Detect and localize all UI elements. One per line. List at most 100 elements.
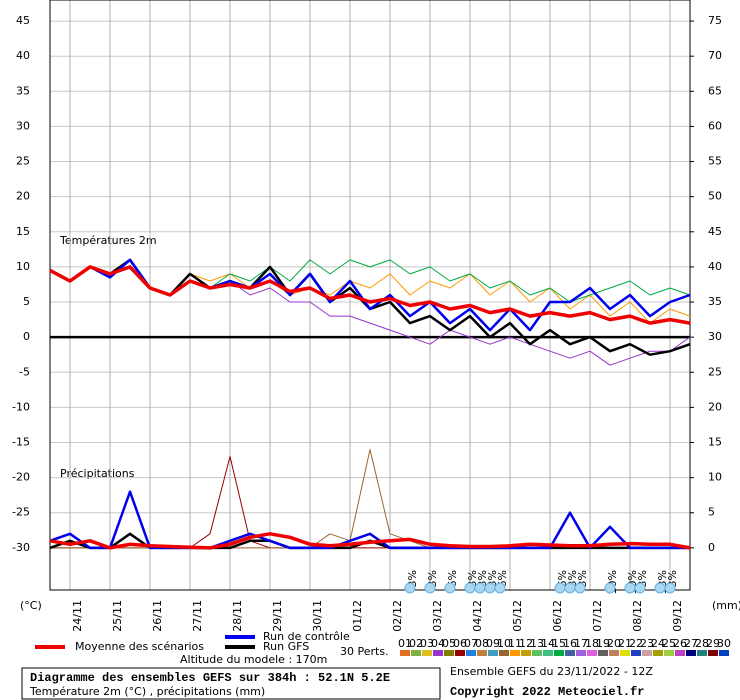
- snow-icon: [634, 582, 646, 594]
- perturbation-swatch: [554, 650, 564, 656]
- perturbation-label: 18: [585, 637, 599, 650]
- x-tick-label: 08/12: [631, 600, 644, 632]
- precipitation-line: [49, 532, 691, 550]
- perturbation-label: 09: [486, 637, 500, 650]
- legend-label: Moyenne des scénarios: [75, 640, 204, 653]
- perturbation-label: 04: [431, 637, 445, 650]
- x-tick-label: 02/12: [391, 600, 404, 632]
- precip-label: Précipitations: [60, 467, 135, 480]
- x-tick-label: 01/12: [351, 600, 364, 632]
- y2-tick-label: 35: [708, 295, 722, 308]
- perturbation-swatch: [642, 650, 652, 656]
- perturbation-swatch: [499, 650, 509, 656]
- perturbation-label: 10: [497, 637, 511, 650]
- snow-icon: [474, 582, 486, 594]
- snow-icon: [424, 582, 436, 594]
- y2-tick-label: 10: [708, 471, 722, 484]
- x-tick-label: 05/12: [511, 600, 524, 632]
- x-tick-label: 07/12: [591, 600, 604, 632]
- perturbation-label: 01: [398, 637, 412, 650]
- altitude: Altitude du modele : 170m: [180, 653, 327, 666]
- y2-tick-label: 20: [708, 400, 722, 413]
- y-tick-label: 40: [16, 49, 30, 62]
- perturbation-swatch: [609, 650, 619, 656]
- x-tick-label: 26/11: [151, 600, 164, 632]
- y2-tick-label: 50: [708, 190, 722, 203]
- y-tick-label: 35: [16, 84, 30, 97]
- y-tick-label: -15: [12, 436, 30, 449]
- perturbation-swatch: [708, 650, 718, 656]
- y-tick-label: -25: [12, 506, 30, 519]
- y2-tick-label: 0: [708, 541, 715, 554]
- perturbation-swatch: [719, 650, 729, 656]
- perturbation-label: 11: [508, 637, 522, 650]
- perturbation-swatch: [576, 650, 586, 656]
- y2-unit: (mm): [712, 599, 740, 612]
- perturbation-label: 14: [541, 637, 555, 650]
- y-tick-label: 45: [16, 14, 30, 27]
- perturbation-label: 12: [519, 637, 533, 650]
- perturbation-swatch: [400, 650, 410, 656]
- perturbation-label: 07: [464, 637, 478, 650]
- perturbation-swatch: [433, 650, 443, 656]
- x-tick-label: 04/12: [471, 600, 484, 632]
- snow-icon: [464, 582, 476, 594]
- snow-icon: [494, 582, 506, 594]
- x-tick-label: 29/11: [271, 600, 284, 632]
- legend-label: Run GFS: [263, 640, 309, 653]
- perturbation-swatch: [686, 650, 696, 656]
- copyright: Copyright 2022 Meteociel.fr: [450, 685, 644, 699]
- perturbation-swatch: [653, 650, 663, 656]
- y2-tick-label: 40: [708, 260, 722, 273]
- y2-tick-label: 45: [708, 225, 722, 238]
- perturbation-swatch: [598, 650, 608, 656]
- perturbation-swatch: [466, 650, 476, 656]
- perturbation-swatch: [422, 650, 432, 656]
- perturbation-label: 22: [629, 637, 643, 650]
- perturbation-label: 25: [662, 637, 676, 650]
- perturbation-label: 26: [673, 637, 687, 650]
- y-tick-label: -5: [19, 365, 30, 378]
- perturbation-swatch: [477, 650, 487, 656]
- x-tick-label: 09/12: [671, 600, 684, 632]
- perturbation-swatch: [565, 650, 575, 656]
- y-tick-label: -30: [12, 541, 30, 554]
- perturbation-swatch: [444, 650, 454, 656]
- perturbation-swatch: [488, 650, 498, 656]
- perturbation-label: 30: [717, 637, 731, 650]
- y2-tick-label: 5: [708, 506, 715, 519]
- perturbation-label: 02: [409, 637, 423, 650]
- y-tick-label: 25: [16, 155, 30, 168]
- x-tick-label: 03/12: [431, 600, 444, 632]
- perturbation-swatch: [675, 650, 685, 656]
- perturbation-label: 03: [420, 637, 434, 650]
- perturbation-label: 20: [607, 637, 621, 650]
- temperature-line: [49, 265, 691, 325]
- perturbation-label: 05: [442, 637, 456, 650]
- perturbation-label: 28: [695, 637, 709, 650]
- snow-icon: [554, 582, 566, 594]
- snow-icon: [604, 582, 616, 594]
- perturbation-label: 08: [475, 637, 489, 650]
- y-tick-label: 20: [16, 190, 30, 203]
- perturbation-swatch: [543, 650, 553, 656]
- y-tick-label: 5: [23, 295, 30, 308]
- snow-icon: [404, 582, 416, 594]
- legend-label: Run de contrôle: [263, 630, 350, 643]
- perturbation-swatch: [587, 650, 597, 656]
- snow-icon: [444, 582, 456, 594]
- y-unit: (°C): [20, 599, 42, 612]
- y-tick-label: 0: [23, 330, 30, 343]
- y-tick-label: 15: [16, 225, 30, 238]
- perturbations-label: 30 Perts.: [340, 645, 389, 658]
- y2-tick-label: 60: [708, 119, 722, 132]
- x-tick-label: 25/11: [111, 600, 124, 632]
- perturbation-swatch: [455, 650, 465, 656]
- snow-icon: [654, 582, 666, 594]
- x-tick-label: 28/11: [231, 600, 244, 632]
- run-info: Ensemble GEFS du 23/11/2022 - 12Z: [450, 665, 653, 678]
- chart-title: Diagramme des ensembles GEFS sur 384h : …: [30, 671, 390, 685]
- perturbation-swatch: [664, 650, 674, 656]
- perturbation-label: 19: [596, 637, 610, 650]
